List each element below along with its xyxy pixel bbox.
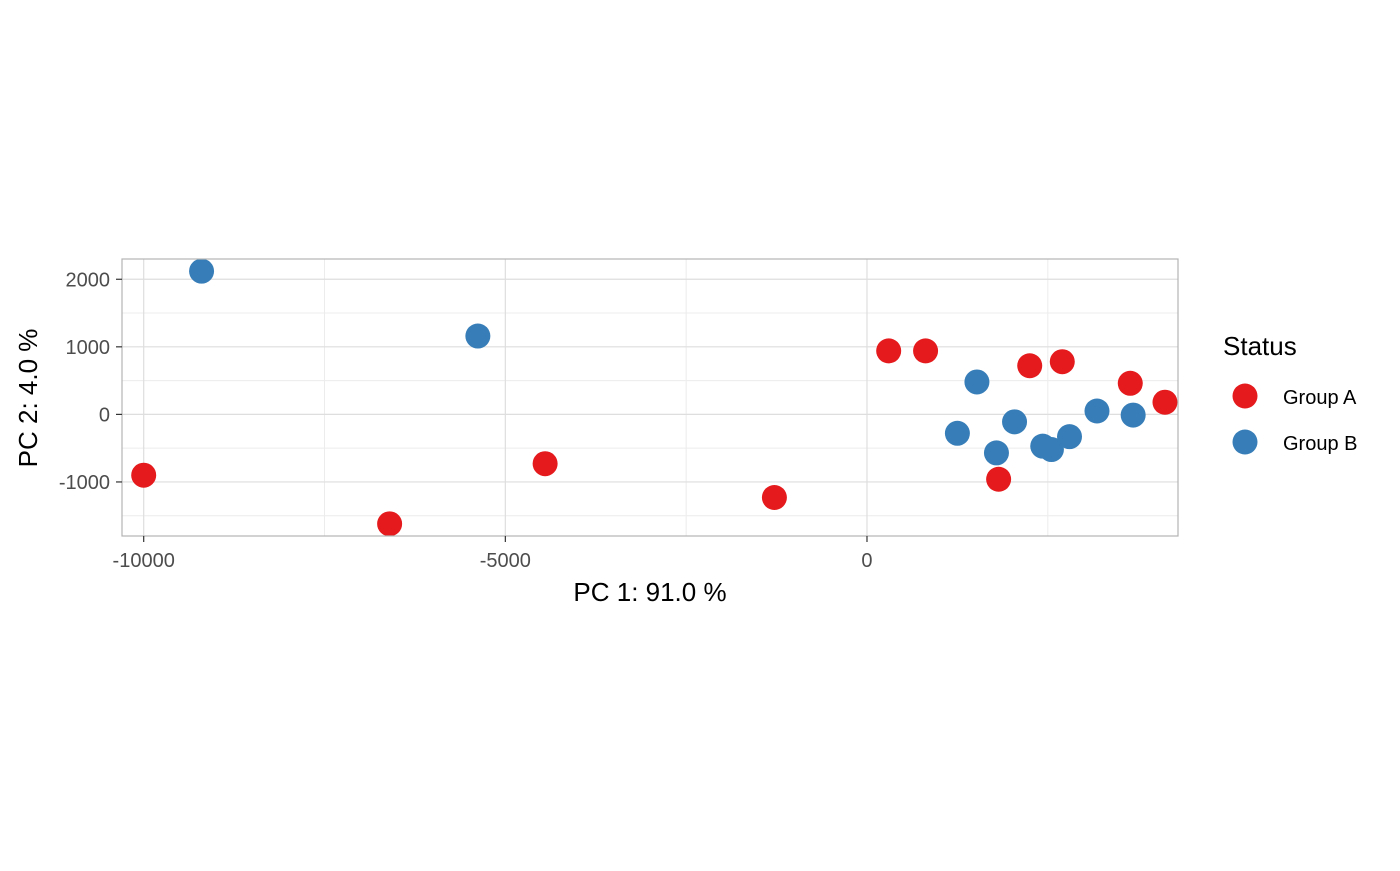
legend-label: Group B [1283,433,1357,455]
data-point [131,462,157,488]
data-point [1038,437,1064,463]
x-tick-label: 0 [861,550,872,572]
x-tick-label: -10000 [113,550,175,572]
legend-key [1232,429,1258,455]
plot-panel-border [121,258,1179,537]
grid-layer [122,259,1178,536]
data-point [377,511,403,537]
legend-label: Group A [1283,387,1357,409]
legend-key [1232,383,1258,409]
data-point [986,466,1012,492]
x-axis-title: PC 1: 91.0 % [573,577,726,607]
data-point [1084,398,1110,424]
data-point [532,451,558,477]
legend: Status Group A Group B [1223,331,1357,455]
data-point [983,440,1009,466]
data-point [1049,349,1075,375]
legend-item: Group A [1232,383,1357,409]
data-point [964,369,990,395]
data-point [1017,353,1043,379]
y-tick-label: 0 [99,404,110,426]
data-point [1120,402,1146,428]
data-point [1057,424,1083,450]
y-axis-title: PC 2: 4.0 % [13,329,43,468]
data-point [1152,389,1178,415]
series-b-points [189,258,1146,466]
data-point [913,338,939,364]
series-a-points [131,338,1178,537]
y-tick-label: 2000 [66,269,111,291]
y-tick-label: -1000 [59,472,110,494]
legend-item: Group B [1232,429,1357,455]
data-point [944,420,970,446]
points-layer [131,258,1178,537]
data-point [465,323,491,349]
data-point [761,484,787,510]
y-tick-label: 1000 [66,337,111,359]
data-point [1117,370,1143,396]
legend-items: Group A Group B [1232,383,1357,455]
legend-title: Status [1223,331,1297,361]
data-point [1002,409,1028,435]
data-point [876,338,902,364]
x-tick-label: -5000 [480,550,531,572]
data-point [189,258,215,284]
